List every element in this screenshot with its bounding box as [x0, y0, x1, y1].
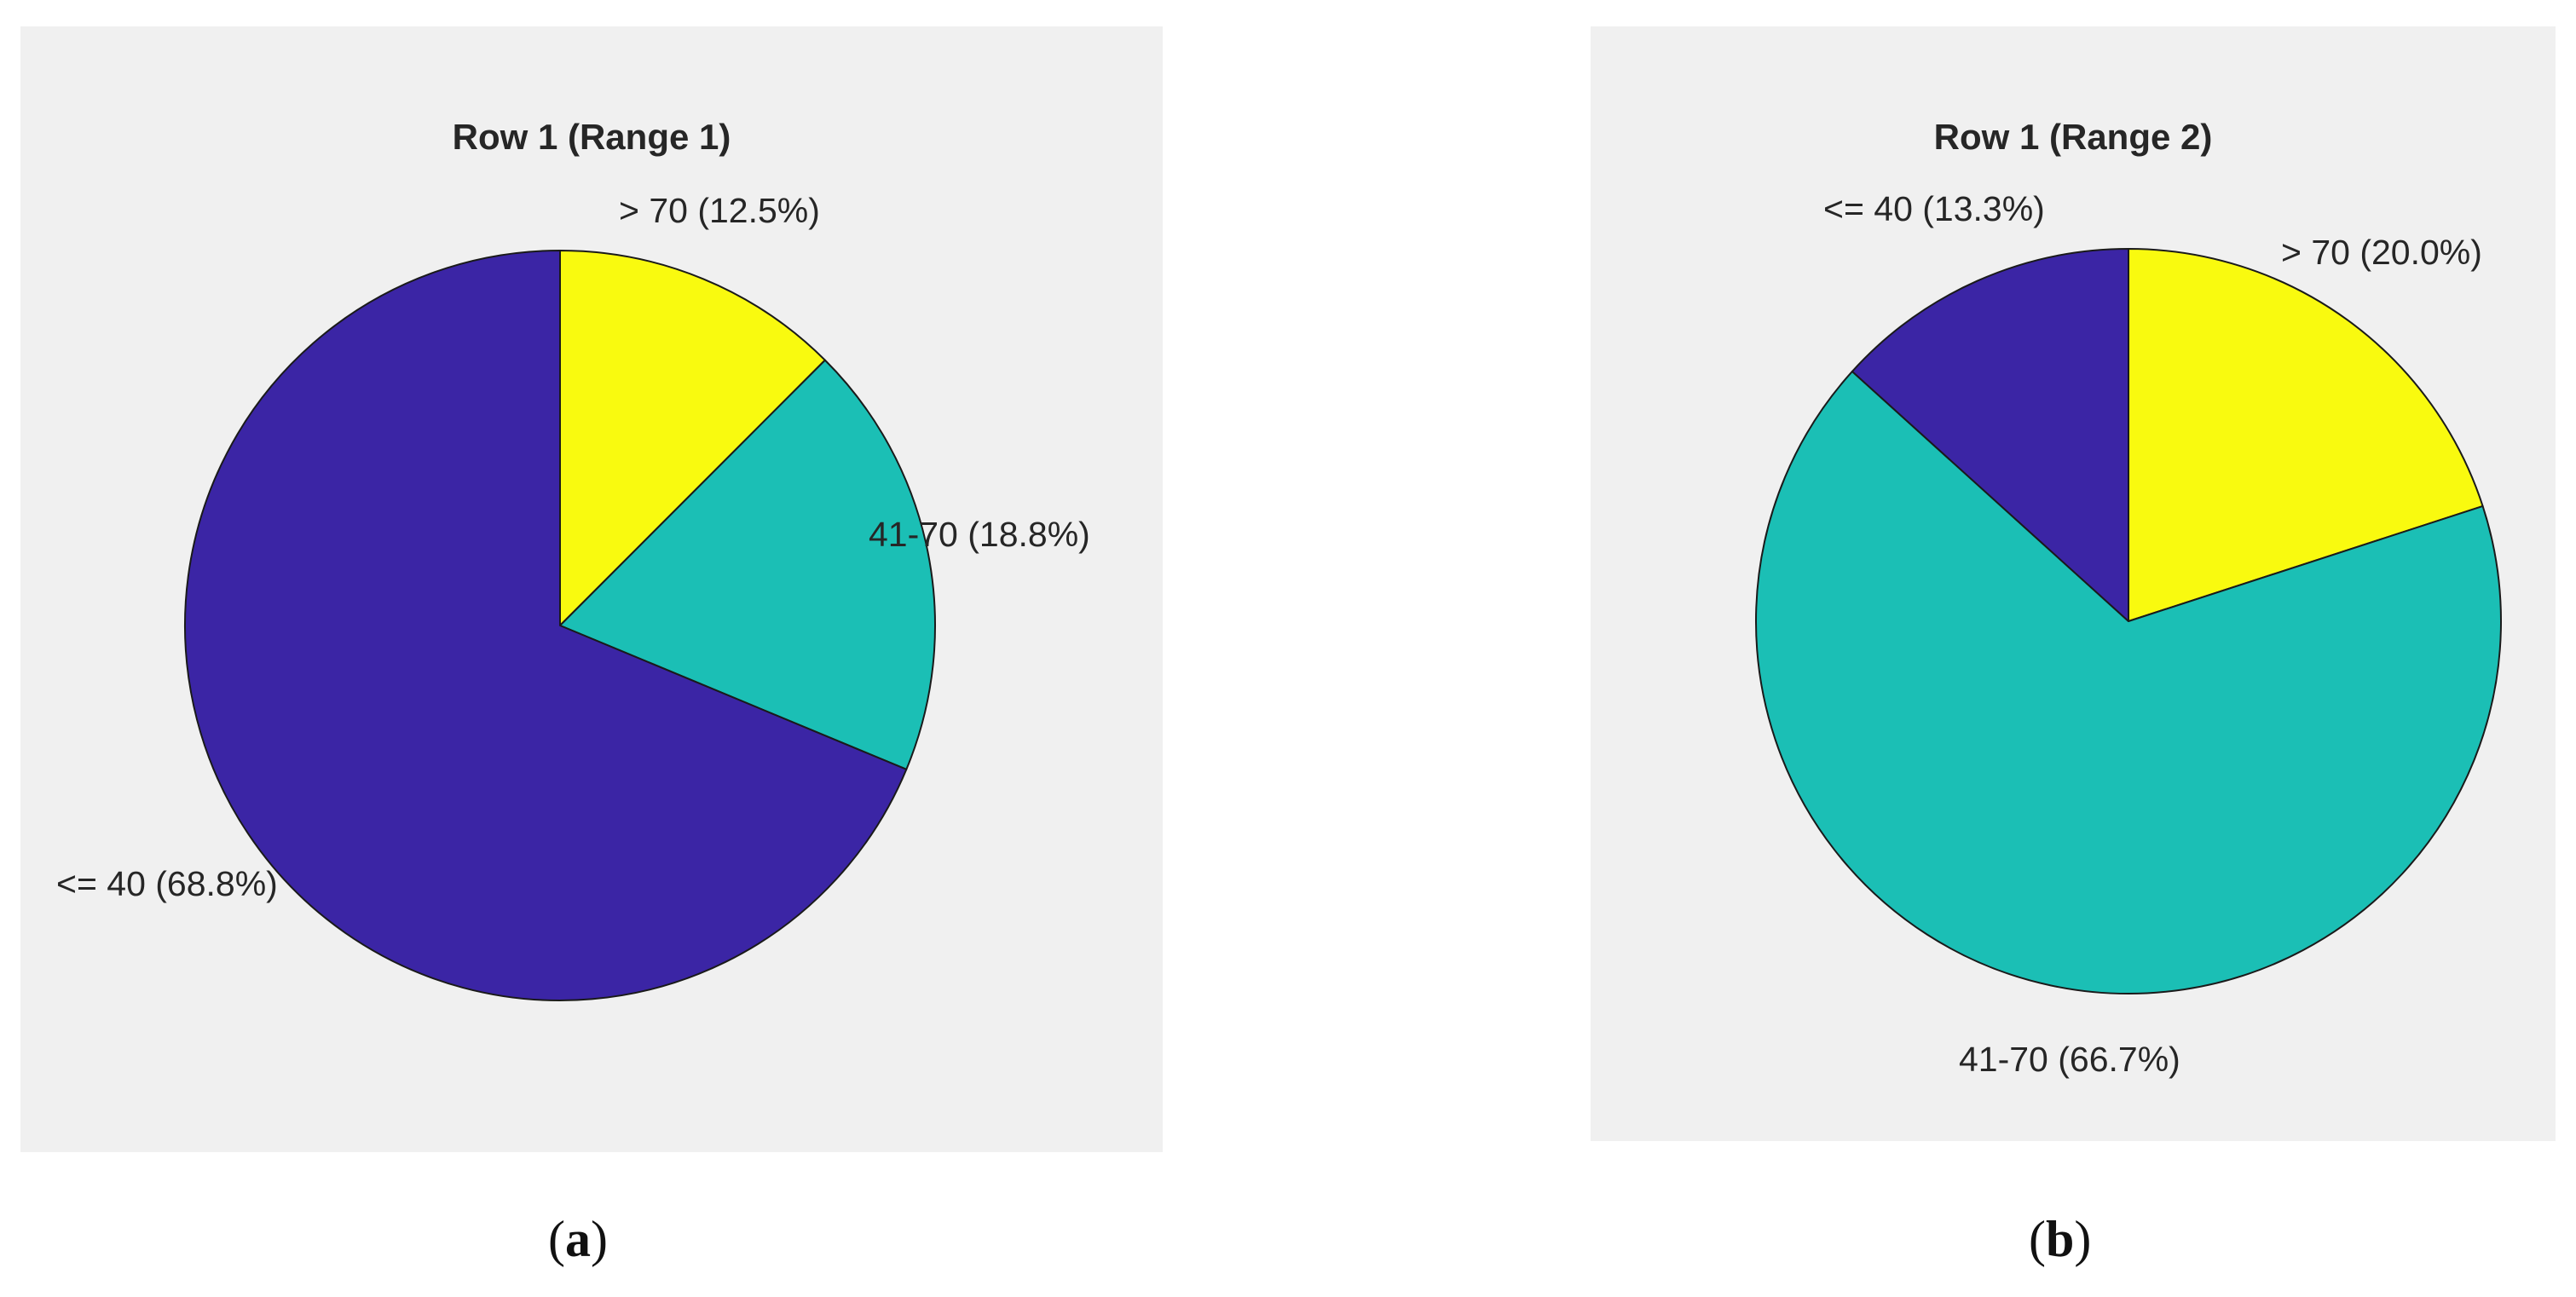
- slice-label-1: > 70 (20.0%): [2281, 233, 2482, 272]
- slice-label-3: <= 40 (68.8%): [56, 864, 278, 903]
- caption-open-paren: (: [548, 1211, 565, 1267]
- pie-slice-3: [184, 250, 908, 1001]
- pie-slices: [1755, 248, 2502, 994]
- pie-slice-2: [1755, 370, 2502, 994]
- pie-chart-b: > 70 (20.0%) 41-70 (66.7%) <= 40 (13.3%): [1755, 189, 2502, 1079]
- caption-close-paren: ): [2074, 1211, 2092, 1267]
- chart-panel-b: Row 1 (Range 2) > 70 (20.0%) 41-70 (66.7%…: [1591, 26, 2556, 1141]
- pie-slice-1: [2128, 248, 2484, 622]
- chart-panel-a: Row 1 (Range 1) > 70 (12.5%) 41-70 (18.8%…: [20, 26, 1163, 1152]
- subfigure-caption-a: (a): [548, 1210, 608, 1269]
- caption-close-paren: ): [590, 1211, 608, 1267]
- subfigure-caption-b: (b): [2029, 1210, 2091, 1269]
- pie-slices: [184, 250, 936, 1001]
- pie-chart-a: > 70 (12.5%) 41-70 (18.8%) <= 40 (68.8%): [56, 191, 1090, 1001]
- slice-label-1: > 70 (12.5%): [619, 191, 820, 230]
- pie-slice-1: [559, 250, 826, 626]
- caption-letter: a: [564, 1211, 591, 1267]
- pie-slice-3: [1851, 248, 2129, 622]
- slice-label-3: <= 40 (13.3%): [1823, 189, 2045, 228]
- caption-open-paren: (: [2029, 1211, 2046, 1267]
- chart-title: Row 1 (Range 2): [1933, 117, 2213, 157]
- slice-label-2: 41-70 (66.7%): [1959, 1040, 2180, 1079]
- slice-label-2: 41-70 (18.8%): [869, 515, 1090, 554]
- chart-title: Row 1 (Range 1): [452, 117, 731, 157]
- pie-slice-2: [559, 359, 936, 770]
- caption-letter: b: [2045, 1211, 2075, 1267]
